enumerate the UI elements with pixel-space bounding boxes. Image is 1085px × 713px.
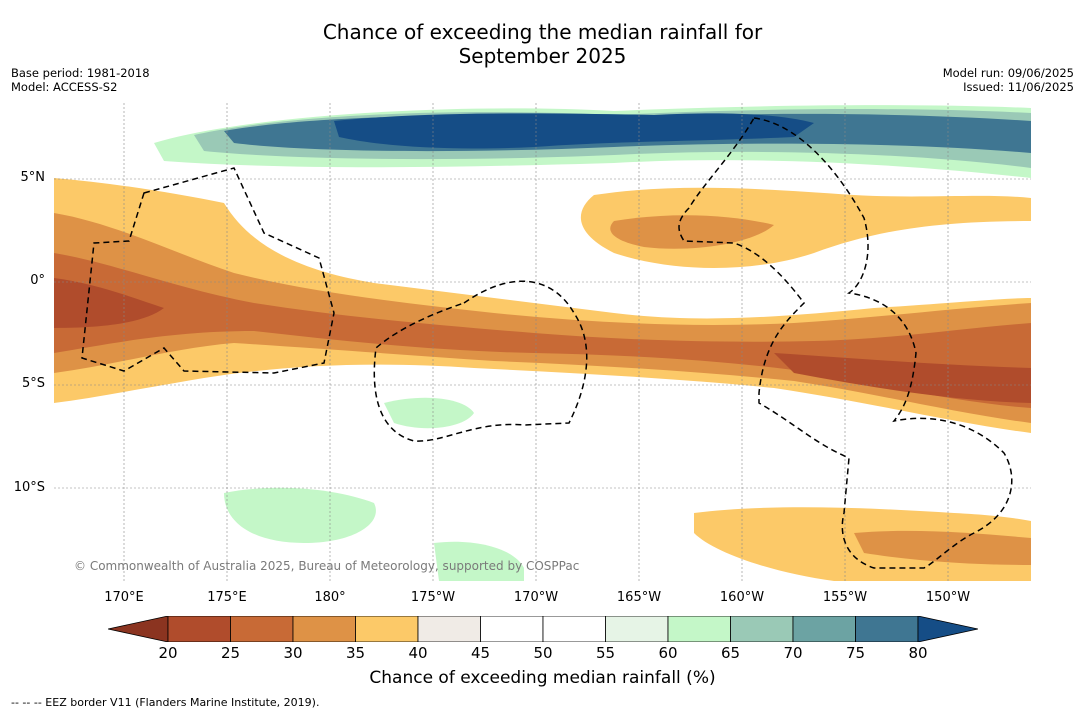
- lon-tick-170w: 170°W: [513, 590, 559, 605]
- colorbar-bin: [292, 616, 356, 642]
- colorbar-tick-label: 25: [220, 644, 241, 662]
- colorbar-tick-label: 80: [908, 644, 928, 662]
- title-line-2: September 2025: [458, 44, 627, 68]
- run-info: Model run: 09/06/2025 Issued: 11/06/2025: [943, 66, 1074, 94]
- colorbar-tick-label: 55: [595, 644, 616, 662]
- issued-date: Issued: 11/06/2025: [963, 80, 1074, 94]
- colorbar-under-arrow: [108, 616, 169, 642]
- lon-tick-180: 180°: [314, 590, 346, 605]
- colorbar-bin: [730, 616, 794, 642]
- model-name: Model: ACCESS-S2: [11, 80, 118, 94]
- south-green-patch-1: [224, 487, 376, 543]
- lat-tick-10s: 10°S: [13, 480, 45, 495]
- eez-footnote: -- -- -- EEZ border V11 (Flanders Marine…: [11, 696, 320, 709]
- model-run: Model run: 09/06/2025: [942, 66, 1074, 80]
- title-line-1: Chance of exceeding the median rainfall …: [322, 20, 763, 44]
- north-darkblue-core: [334, 113, 814, 149]
- south-green-patch-3: [434, 541, 524, 581]
- lat-tick-5n: 5°N: [20, 170, 46, 185]
- equatorial-orange-band: [54, 213, 1031, 423]
- lat-tick-0: 0°: [30, 273, 45, 288]
- map-gridlines: [54, 103, 1031, 581]
- colorbar-tick-label: 65: [720, 644, 741, 662]
- lon-tick-150w: 150°W: [925, 590, 971, 605]
- colorbar-tick-label: 40: [408, 644, 428, 662]
- colorbar-tick-label: 45: [470, 644, 491, 662]
- lon-tick-175e: 175°E: [207, 590, 247, 605]
- map-copyright: © Commonwealth of Australia 2025, Bureau…: [74, 559, 579, 573]
- colorbar-bin: [855, 616, 919, 642]
- colorbar-tick-label: 20: [158, 644, 178, 662]
- rainfall-map: © Commonwealth of Australia 2025, Bureau…: [54, 103, 1031, 581]
- colorbar-bin: [480, 616, 544, 642]
- eez-borders: [81, 117, 1013, 569]
- map-title: Chance of exceeding the median rainfall …: [0, 20, 1085, 68]
- lon-tick-175w: 175°W: [410, 590, 456, 605]
- colorbar-bin: [167, 616, 231, 642]
- colorbar-bin: [792, 616, 856, 642]
- colorbar-tick-label: 75: [845, 644, 866, 662]
- eez-kiribati-line: [678, 117, 1013, 569]
- colorbar-bin: [230, 616, 294, 642]
- colorbar-title: Chance of exceeding median rainfall (%): [369, 668, 716, 688]
- colorbar-bin: [605, 616, 669, 642]
- colorbar-bin: [355, 616, 419, 642]
- colorbar-bin: [667, 616, 731, 642]
- eez-kiribati-phoenix: [373, 280, 588, 442]
- colorbar-bin: [417, 616, 481, 642]
- lat-tick-5s: 5°S: [21, 376, 45, 391]
- eez-tuvalu: [81, 167, 335, 374]
- north-dry-core: [610, 215, 774, 249]
- colorbar-tick-label: 60: [658, 644, 678, 662]
- colorbar-over-arrow: [917, 616, 978, 642]
- equatorial-darkbrown-core: [54, 278, 1031, 403]
- south-green-patch-2: [384, 397, 474, 429]
- colorbar-tick-label: 35: [345, 644, 366, 662]
- colorbar-bin: [542, 616, 606, 642]
- base-period: Base period: 1981-2018: [11, 66, 150, 80]
- colorbar-tick-label: 70: [783, 644, 803, 662]
- southeast-orange-core: [854, 530, 1031, 565]
- colorbar: [108, 616, 978, 642]
- base-info: Base period: 1981-2018 Model: ACCESS-S2: [11, 66, 150, 94]
- lon-tick-160w: 160°W: [719, 590, 765, 605]
- lon-tick-155w: 155°W: [822, 590, 868, 605]
- lon-tick-165w: 165°W: [616, 590, 662, 605]
- colorbar-tick-label: 30: [283, 644, 303, 662]
- lon-tick-170e: 170°E: [104, 590, 144, 605]
- colorbar-tick-label: 50: [533, 644, 553, 662]
